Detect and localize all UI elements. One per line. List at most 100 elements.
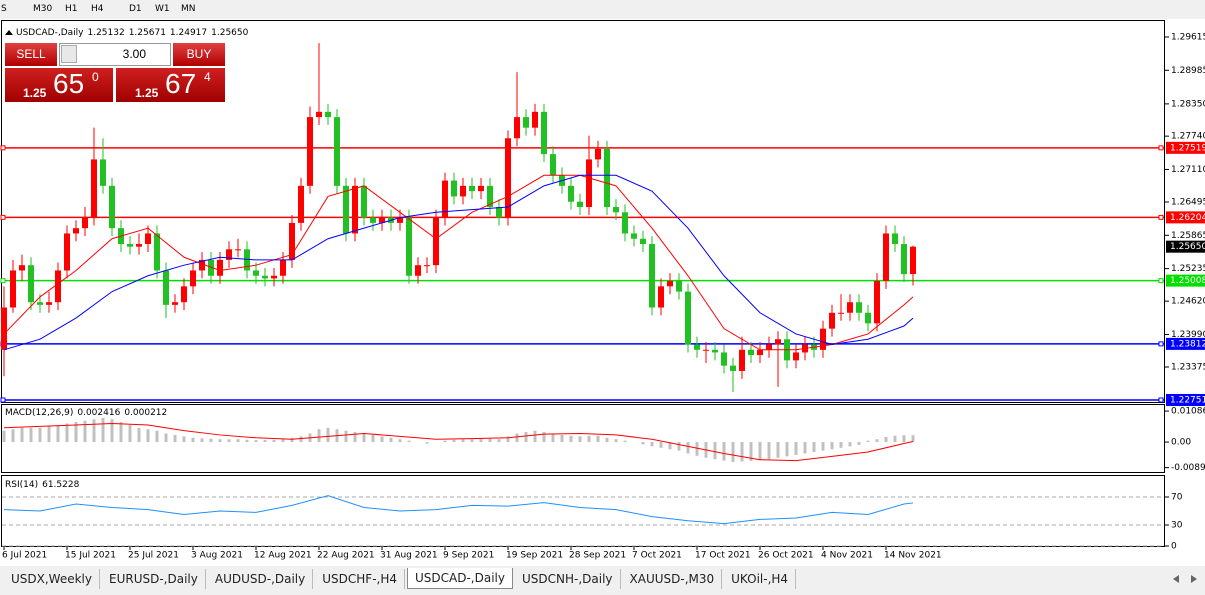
macd-bar: [452, 439, 456, 443]
x-tick-label: 17 Oct 2021: [695, 551, 751, 561]
chart-tab[interactable]: USDCHF-,H4: [315, 569, 405, 589]
buy-button[interactable]: BUY: [173, 43, 225, 66]
candle-body: [703, 349, 709, 351]
timeframe-button[interactable]: S: [1, 4, 7, 14]
candle-body: [235, 249, 241, 251]
candle-body: [622, 212, 628, 234]
current-price-label: 1.25650: [1170, 242, 1205, 252]
title-part: RSI(14): [5, 480, 38, 490]
timeframe-button[interactable]: M30: [33, 4, 53, 14]
level-label-box: [1166, 274, 1205, 287]
candle-body: [442, 180, 448, 218]
chart-tab[interactable]: AUDUSD-,Daily: [208, 569, 314, 589]
chart-tab[interactable]: USDCAD-,Daily: [407, 568, 513, 589]
candle-body: [766, 344, 772, 350]
timeframe-button[interactable]: MN: [181, 4, 196, 14]
macd-bar: [65, 423, 69, 443]
title-part: MACD(12,26,9): [5, 408, 73, 418]
tab-scroll-arrows[interactable]: [1165, 571, 1205, 587]
macd-bar: [47, 426, 51, 443]
x-tick-label: 14 Nov 2021: [884, 551, 942, 561]
level-label: 1.23812: [1170, 339, 1205, 349]
level-label: 1.22751: [1170, 395, 1205, 405]
x-tick-label: 28 Sep 2021: [569, 551, 626, 561]
macd-bar: [254, 440, 258, 443]
chart-tab[interactable]: UKOil-,H4: [724, 569, 797, 589]
indicator-line: [3, 495, 914, 525]
macd-bar: [29, 427, 33, 443]
candle-body: [55, 270, 61, 303]
macd-bar: [20, 427, 24, 443]
buy-price-big: 1.25: [135, 86, 159, 100]
candle-body: [829, 312, 835, 329]
collapse-triangle: [5, 30, 13, 35]
y-tick-label: 1.28350: [1171, 99, 1205, 109]
candle-body: [424, 265, 430, 267]
macd-bar: [524, 432, 528, 443]
macd-bar: [461, 439, 465, 443]
buy-price-box[interactable]: [116, 68, 225, 102]
sell-button[interactable]: SELL: [5, 43, 57, 66]
macd-bar: [344, 430, 348, 443]
level-label-box: [1166, 393, 1205, 406]
x-tick-label: 6 Jul 2021: [2, 551, 47, 561]
macd-bar: [128, 424, 132, 443]
chart-tab[interactable]: XAUUSD-,M30: [623, 569, 723, 589]
timeframe-button[interactable]: W1: [155, 4, 170, 14]
candle-body: [181, 286, 187, 303]
chart-tab[interactable]: USDX,Weekly: [4, 569, 100, 589]
macd-bar: [101, 417, 105, 443]
candle-body: [577, 201, 583, 208]
chart-tab[interactable]: USDCNH-,Daily: [515, 569, 621, 589]
volume-box[interactable]: 3.00: [59, 43, 171, 66]
candle-body: [253, 270, 259, 276]
x-tick-label: 7 Oct 2021: [632, 551, 682, 561]
candle-body: [874, 281, 880, 324]
macd-bar: [497, 439, 501, 443]
y-tick-label: 1.26495: [1171, 197, 1205, 207]
x-tick-label: 15 Jul 2021: [65, 551, 116, 561]
macd-bar: [110, 419, 114, 443]
macd-bar: [776, 442, 780, 458]
macd-bar: [893, 435, 897, 443]
chart-tab[interactable]: EURUSD-,Daily: [102, 569, 206, 589]
macd-bar: [191, 437, 195, 443]
candle-body: [775, 339, 781, 345]
macd-bar: [479, 438, 483, 443]
candle-body: [127, 244, 133, 247]
candle-body: [370, 217, 376, 223]
level-label: 1.26204: [1170, 213, 1205, 223]
candle-body: [190, 270, 196, 287]
candle-body: [505, 138, 511, 218]
timeframe-button[interactable]: D1: [129, 4, 142, 14]
x-tick-label: 22 Aug 2021: [317, 551, 375, 561]
sell-price-box[interactable]: [5, 68, 113, 102]
title-part: 1.24917: [170, 28, 207, 38]
macd-bar: [209, 438, 213, 443]
candle-body: [46, 302, 52, 305]
candle-body: [163, 270, 169, 305]
candle-body: [451, 180, 457, 197]
candle-body: [415, 265, 421, 276]
candle-body: [892, 233, 898, 245]
candle-body: [244, 249, 250, 271]
macd-bar: [830, 442, 834, 450]
candle-body: [433, 217, 439, 266]
candle-body: [316, 111, 322, 118]
timeframe-button[interactable]: H4: [91, 4, 104, 14]
timeframe-button[interactable]: H1: [65, 4, 78, 14]
candle-body: [19, 265, 25, 271]
chart-title: USDCAD-,Daily 1.25132 1.25671 1.24917 1.2565…: [16, 28, 249, 38]
x-tick-label: 3 Aug 2021: [191, 551, 243, 561]
candle-body: [226, 249, 232, 260]
macd-bar: [569, 435, 573, 443]
macd-bar: [875, 439, 879, 443]
candle-body: [649, 244, 655, 308]
candle-body: [460, 185, 466, 197]
candle-body: [136, 244, 142, 247]
volume-spinner[interactable]: [61, 45, 77, 63]
y-tick-label: 70: [1171, 493, 1183, 503]
candle-body: [631, 233, 637, 239]
candle-body: [793, 352, 799, 361]
level-label-box: [1166, 141, 1205, 154]
